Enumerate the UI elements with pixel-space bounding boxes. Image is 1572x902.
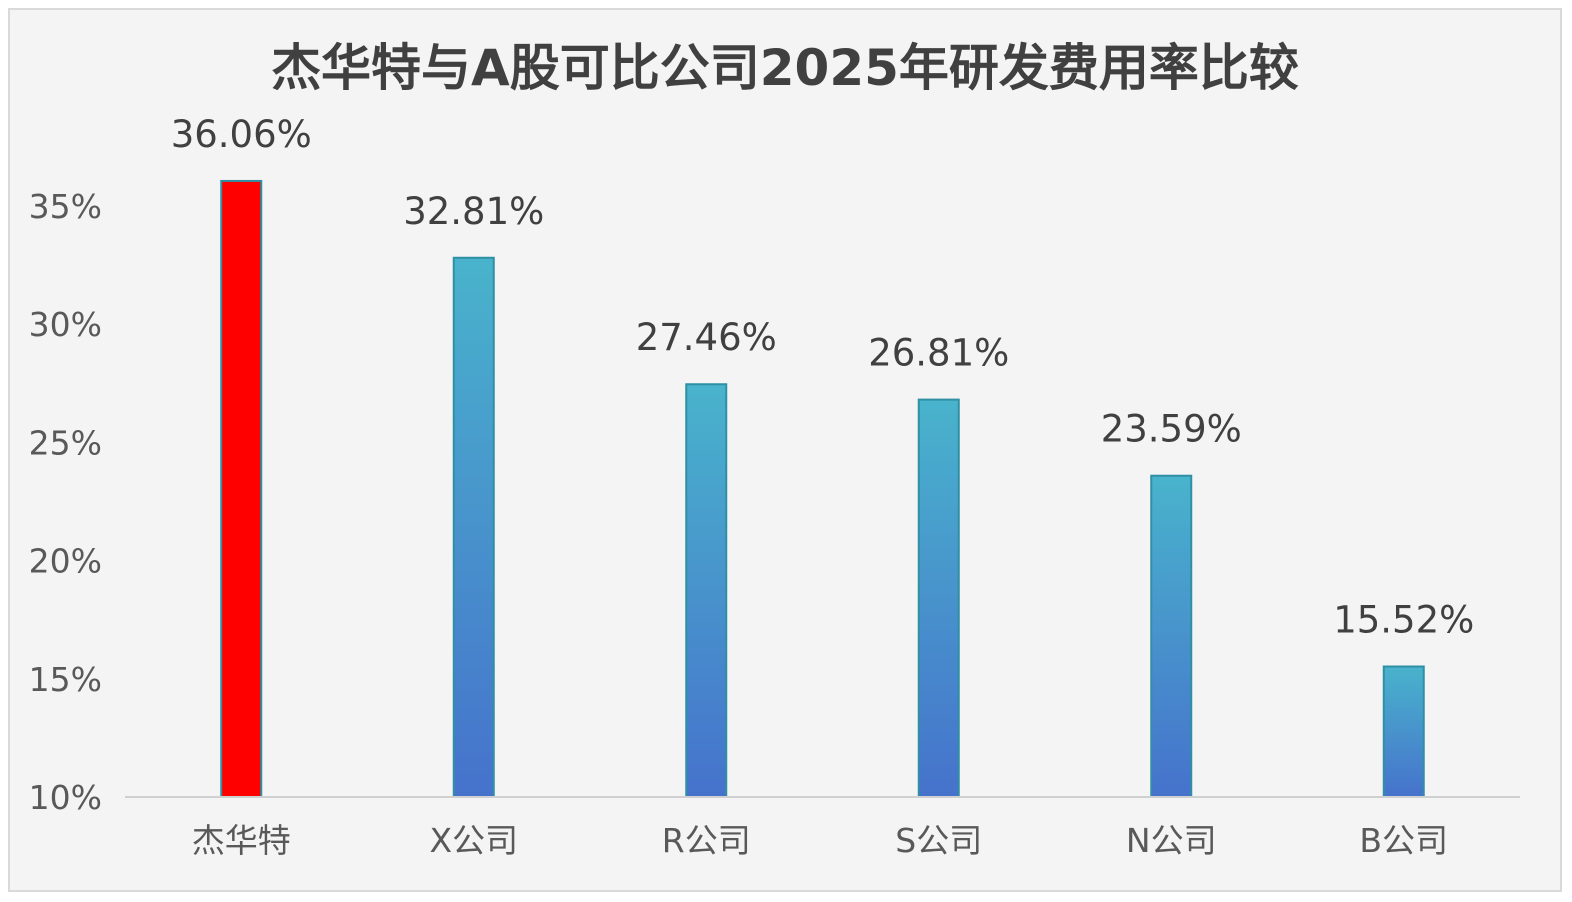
data-labels: 36.06% 32.81% 27.46% 26.81% 23.59% 15.52%: [171, 113, 1475, 642]
bar-value-label: 36.06%: [171, 113, 312, 156]
chart-title: 杰华特与A股可比公司2025年研发费用率比较: [271, 39, 1299, 97]
y-tick-label: 10%: [29, 778, 102, 817]
y-tick-label: 35%: [29, 187, 102, 226]
y-tick-label: 20%: [29, 542, 102, 581]
x-category-label: X公司: [429, 821, 518, 860]
x-category-label: S公司: [895, 821, 982, 860]
bar-value-label: 27.46%: [636, 316, 777, 359]
bar-value-label: 26.81%: [868, 332, 1009, 375]
chart-frame: [8, 8, 1562, 892]
bar-value-label: 15.52%: [1333, 599, 1474, 642]
y-axis-tick-labels: 10% 15% 20% 25% 30% 35%: [29, 187, 102, 817]
x-category-label: B公司: [1359, 821, 1448, 860]
bar-value-label: 23.59%: [1101, 408, 1242, 451]
bar: [1150, 474, 1193, 798]
bar: [917, 398, 960, 798]
x-axis-category-labels: 杰华特 X公司 R公司 S公司 N公司 B公司: [192, 821, 1448, 860]
y-tick-label: 15%: [29, 660, 102, 699]
x-category-label: 杰华特: [192, 821, 291, 860]
bar: [1382, 665, 1425, 798]
bar: [685, 383, 728, 798]
y-tick-label: 30%: [29, 305, 102, 344]
bars: [220, 179, 1425, 799]
x-category-label: R公司: [662, 821, 751, 860]
x-category-label: N公司: [1126, 821, 1217, 860]
bar-value-label: 32.81%: [403, 190, 544, 233]
bar: [220, 179, 263, 799]
y-tick-label: 25%: [29, 423, 102, 462]
bar: [452, 256, 495, 798]
